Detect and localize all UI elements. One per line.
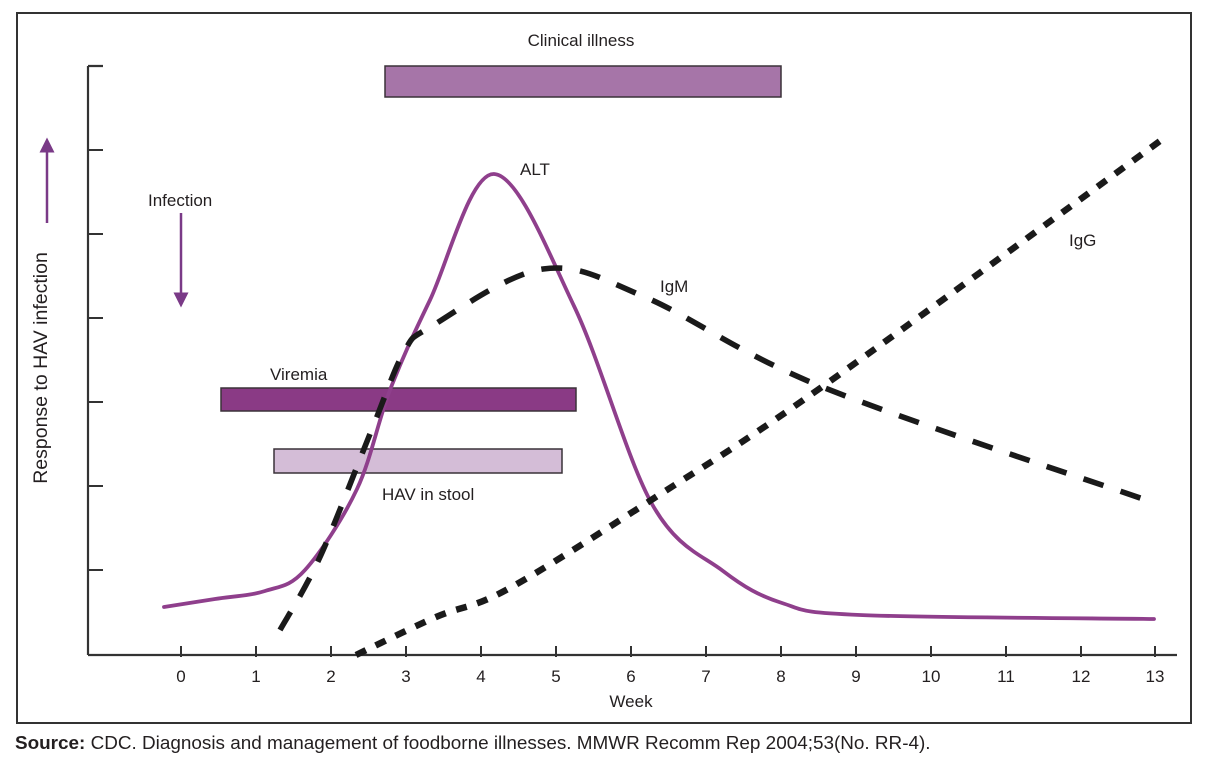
svg-text:Response to HAV infection: Response to HAV infection [30, 252, 52, 484]
svg-text:11: 11 [997, 667, 1015, 686]
svg-text:12: 12 [1072, 667, 1091, 686]
svg-text:10: 10 [922, 667, 941, 686]
svg-text:5: 5 [551, 667, 560, 686]
svg-text:Clinical illness: Clinical illness [528, 31, 635, 50]
svg-text:8: 8 [776, 667, 785, 686]
svg-text:IgM: IgM [660, 277, 688, 296]
svg-text:4: 4 [476, 667, 485, 686]
svg-text:Week: Week [609, 692, 653, 711]
svg-text:7: 7 [701, 667, 710, 686]
svg-text:3: 3 [401, 667, 410, 686]
svg-text:0: 0 [176, 667, 185, 686]
svg-text:1: 1 [251, 667, 260, 686]
svg-text:HAV in stool: HAV in stool [382, 485, 474, 504]
svg-text:Viremia: Viremia [270, 365, 328, 384]
svg-text:9: 9 [851, 667, 860, 686]
svg-text:ALT: ALT [520, 160, 550, 179]
svg-text:6: 6 [626, 667, 635, 686]
svg-text:2: 2 [326, 667, 335, 686]
svg-text:Infection: Infection [148, 191, 212, 210]
svg-text:IgG: IgG [1069, 231, 1096, 250]
svg-text:13: 13 [1146, 667, 1165, 686]
